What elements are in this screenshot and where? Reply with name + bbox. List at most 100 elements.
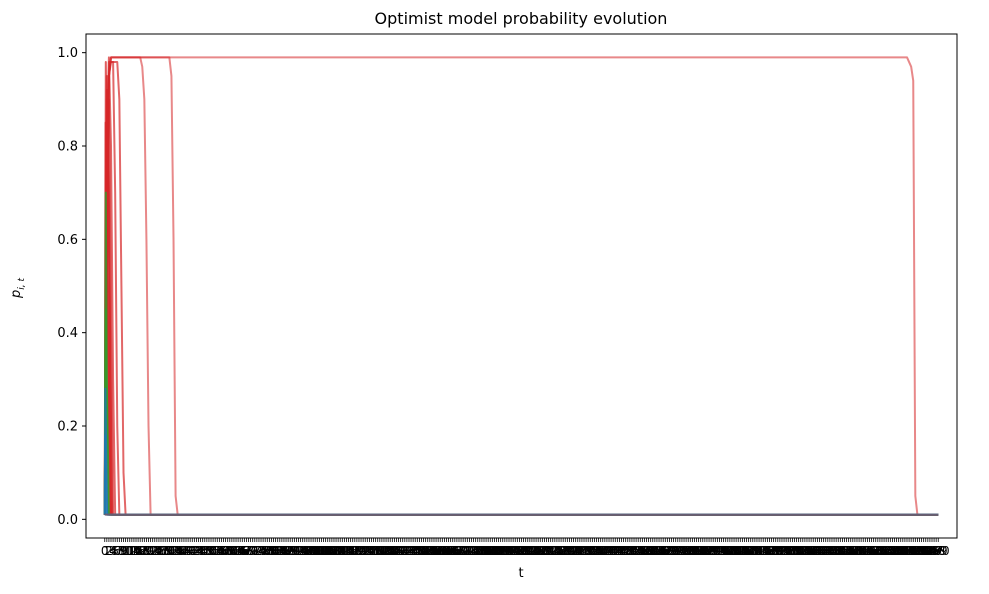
x-tick-label-170: 170 [448,544,471,558]
x-tick-label-350: 350 [823,544,846,558]
x-tick-label-288: 288 [693,544,716,558]
x-tick-label-281: 281 [679,544,702,558]
x-tick-label-183: 183 [475,544,498,558]
x-tick-label-368: 368 [860,544,883,558]
y-tick-label-2: 0.4 [57,326,78,341]
x-tick-label-156: 156 [418,544,441,558]
x-tick-label-169: 169 [445,544,468,558]
x-tick-label-101: 101 [304,544,327,558]
x-tick-label-109: 109 [320,544,343,558]
x-tick-label-245: 245 [604,544,627,558]
x-tick-label-67: 67 [237,544,252,558]
x-tick-label-122: 122 [348,544,371,558]
x-tick-label-97: 97 [299,544,314,558]
y-axis-label-base: p [9,290,24,299]
x-tick-label-319: 319 [758,544,781,558]
x-tick-label-329: 329 [779,544,802,558]
x-tick-label-395: 395 [916,544,939,558]
x-tick-label-157: 157 [420,544,443,558]
x-tick-label-102: 102 [306,544,329,558]
x-tick-label-270: 270 [656,544,679,558]
x-tick-label-297: 297 [712,544,735,558]
x-tick-label-244: 244 [602,544,625,558]
x-tick-label-90: 90 [285,544,300,558]
x-tick-label-280: 280 [677,544,700,558]
x-tick-label-234: 234 [581,544,604,558]
x-tick-label-338: 338 [798,544,821,558]
x-tick-label-262: 262 [639,544,662,558]
x-tick-label-275: 275 [666,544,689,558]
x-tick-label-182: 182 [473,544,496,558]
x-tick-label-125: 125 [354,544,377,558]
plot-frame [85,33,958,539]
x-tick-label-205: 205 [520,544,543,558]
x-tick-label-134: 134 [373,544,396,558]
x-tick-label-115: 115 [333,544,356,558]
x-tick-label-55: 55 [212,544,227,558]
x-tick-label-7: 7 [116,544,124,558]
x-tick-label-223: 223 [558,544,581,558]
x-tick-label-166: 166 [439,544,462,558]
y-tick-label-4: 0.8 [57,140,78,155]
x-tick-label-29: 29 [158,544,173,558]
x-tick-label-6: 6 [113,544,121,558]
x-tick-label-126: 126 [356,544,379,558]
x-tick-label-339: 339 [800,544,823,558]
x-tick-label-361: 361 [846,544,869,558]
x-tick-label-178: 178 [464,544,487,558]
x-tick-label-387: 387 [900,544,923,558]
x-tick-label-352: 352 [827,544,850,558]
x-tick-label-266: 266 [648,544,671,558]
x-tick-label-130: 130 [364,544,387,558]
x-tick-label-310: 310 [739,544,762,558]
x-tick-label-241: 241 [595,544,618,558]
x-tick-label-65: 65 [233,544,248,558]
x-tick-label-62: 62 [226,544,241,558]
x-tick-label-268: 268 [652,544,675,558]
x-tick-label-289: 289 [695,544,718,558]
x-tick-label-111: 111 [325,544,348,558]
x-tick-label-235: 235 [583,544,606,558]
x-tick-label-190: 190 [489,544,512,558]
x-tick-label-370: 370 [864,544,887,558]
x-tick-label-144: 144 [393,544,416,558]
x-tick-label-342: 342 [806,544,829,558]
x-tick-label-259: 259 [633,544,656,558]
x-tick-label-158: 158 [423,544,446,558]
x-tick-label-286: 286 [689,544,712,558]
x-tick-label-252: 252 [618,544,641,558]
x-tick-label-335: 335 [791,544,814,558]
x-tick-label-120: 120 [343,544,366,558]
x-tick-label-346: 346 [814,544,837,558]
x-tick-label-98: 98 [301,544,316,558]
x-tick-label-199: 199 [508,544,531,558]
x-tick-label-377: 377 [879,544,902,558]
x-tick-label-211: 211 [533,544,556,558]
x-tick-label-42: 42 [185,544,200,558]
x-tick-label-86: 86 [276,544,291,558]
x-tick-label-389: 389 [904,544,927,558]
x-tick-label-121: 121 [345,544,368,558]
x-tick-label-73: 73 [249,544,264,558]
x-tick-label-38: 38 [176,544,191,558]
chart-title: Optimist model probability evolution [375,9,668,28]
x-tick-label-217: 217 [545,544,568,558]
x-tick-label-131: 131 [366,544,389,558]
x-tick-label-394: 394 [914,544,937,558]
x-tick-label-28: 28 [155,544,170,558]
x-tick-label-243: 243 [600,544,623,558]
x-tick-label-225: 225 [562,544,585,558]
x-tick-label-108: 108 [318,544,341,558]
x-tick-label-84: 84 [272,544,287,558]
x-tick-label-27: 27 [153,544,168,558]
x-tick-label-330: 330 [781,544,804,558]
x-tick-label-362: 362 [848,544,871,558]
x-tick-label-315: 315 [750,544,773,558]
x-tick-label-228: 228 [568,544,591,558]
x-tick-label-13: 13 [124,544,139,558]
x-tick-label-336: 336 [793,544,816,558]
x-tick-label-318: 318 [756,544,779,558]
x-tick-label-201: 201 [512,544,535,558]
x-tick-label-208: 208 [527,544,550,558]
x-tick-label-295: 295 [708,544,731,558]
